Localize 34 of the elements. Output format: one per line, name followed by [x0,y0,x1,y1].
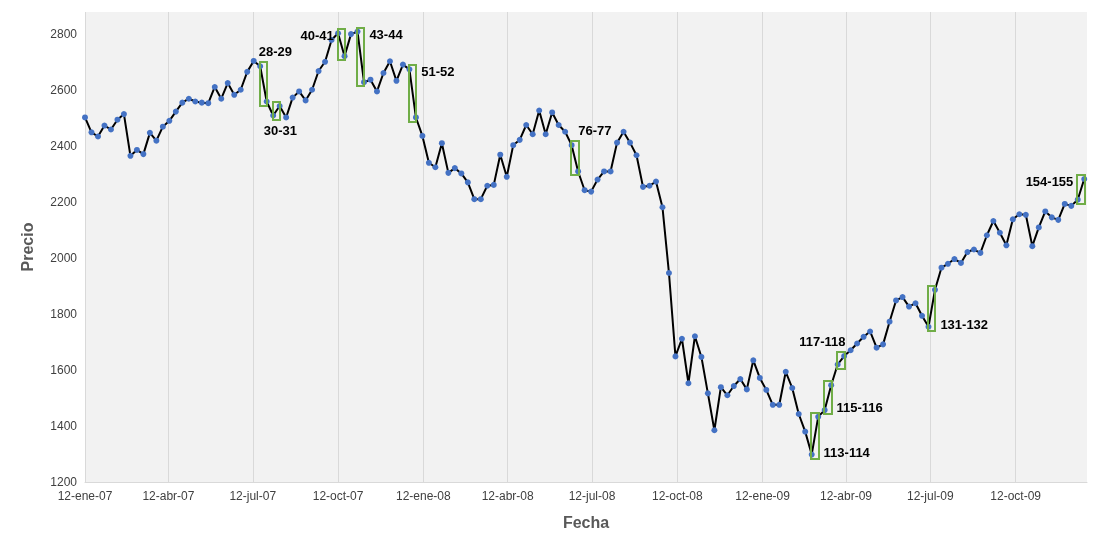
y-axis-title: Precio [18,222,36,272]
x-axis-title: Fecha [562,513,610,531]
annotation: 43-44 [369,26,403,42]
y-tick-label: 1800 [50,307,78,322]
annotation: 51-52 [421,64,455,80]
y-tick-label: 2800 [50,27,78,42]
annotation: 76-77 [578,123,612,139]
x-tick-label: 12-abr-09 [819,489,873,503]
y-tick-label: 2400 [50,139,78,154]
y-tick-label: 1600 [50,363,78,378]
x-tick-label: 12-jul-09 [907,489,955,503]
annotation: 131-132 [940,316,989,332]
y-tick-label: 2000 [50,251,78,266]
x-tick-label: 12-jul-08 [568,489,616,503]
y-tick-label: 1200 [50,475,78,489]
y-tick-label: 1400 [50,419,78,434]
x-tick-label: 12-oct-09 [990,489,1042,503]
x-tick-label: 12-jul-07 [229,489,277,503]
x-tick-label: 12-abr-07 [142,489,195,503]
annotation: 30-31 [263,122,298,138]
y-tick-label: 2200 [50,195,78,210]
x-tick-label: 12-oct-08 [651,489,703,503]
y-tick-label: 2600 [50,83,78,98]
x-tick-label: 12-ene-09 [735,489,791,503]
x-tick-label: 12-abr-08 [481,489,535,503]
x-tick-label: 12-ene-08 [395,489,451,503]
annotation: 115-116 [836,400,883,416]
annotation: 117-118 [799,334,846,350]
annotation: 113-114 [823,444,870,460]
x-tick-label: 12-ene-07 [57,489,113,503]
annotation: 154-155 [1025,173,1074,189]
annotation: 40-41 [300,28,334,44]
annotation: 28-29 [258,44,293,60]
x-tick-label: 12-oct-07 [312,489,364,503]
